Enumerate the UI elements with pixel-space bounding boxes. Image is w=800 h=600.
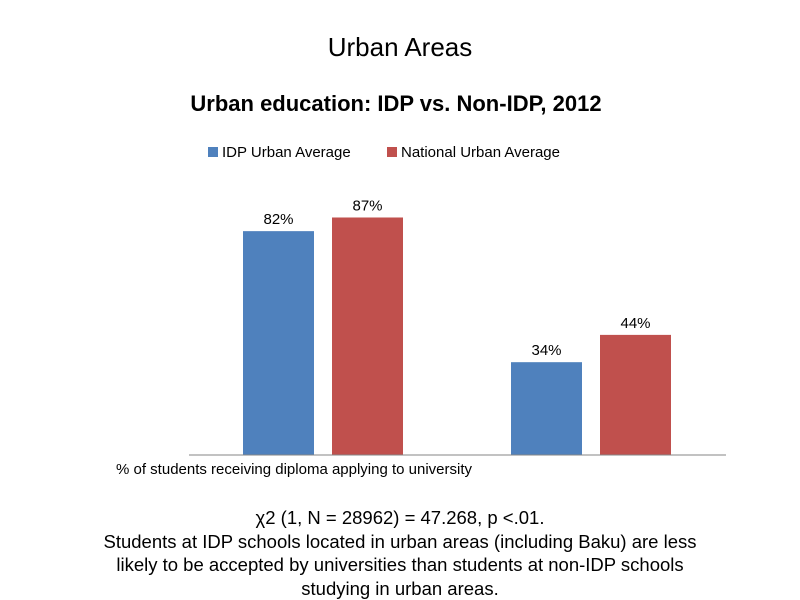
legend-swatch-1	[208, 147, 218, 157]
category-label-1: % of students receiving diploma applying…	[116, 461, 473, 478]
caption-line: studying in urban areas.	[301, 577, 499, 599]
data-label-2-2: 44%	[620, 315, 650, 332]
legend-swatch-2	[387, 147, 397, 157]
data-label-2-1: 87%	[352, 197, 382, 214]
bar-1-2	[511, 362, 582, 455]
slide-caption: χ2 (1, N = 28962) = 47.268, p <.01. Stud…	[60, 506, 740, 600]
legend-label-2: National Urban Average	[401, 144, 560, 161]
slide-title: Urban Areas	[327, 32, 473, 62]
caption-line: Students at IDP schools located in urban…	[103, 530, 697, 552]
bar-2-1	[332, 217, 403, 455]
legend-label-1: IDP Urban Average	[222, 144, 351, 161]
caption-line: χ2 (1, N = 28962) = 47.268, p <.01.	[255, 507, 545, 528]
chart-title: Urban education: IDP vs. Non-IDP, 2012	[190, 91, 601, 116]
caption-line: likely to be accepted by universities th…	[116, 554, 684, 575]
bar-chart: Urban education: IDP vs. Non-IDP, 2012 ID…	[116, 91, 726, 478]
bar-2-2	[600, 334, 671, 455]
data-label-1-2: 34%	[531, 342, 561, 359]
bar-1-1	[243, 231, 314, 455]
data-label-1-1: 82%	[263, 211, 293, 228]
